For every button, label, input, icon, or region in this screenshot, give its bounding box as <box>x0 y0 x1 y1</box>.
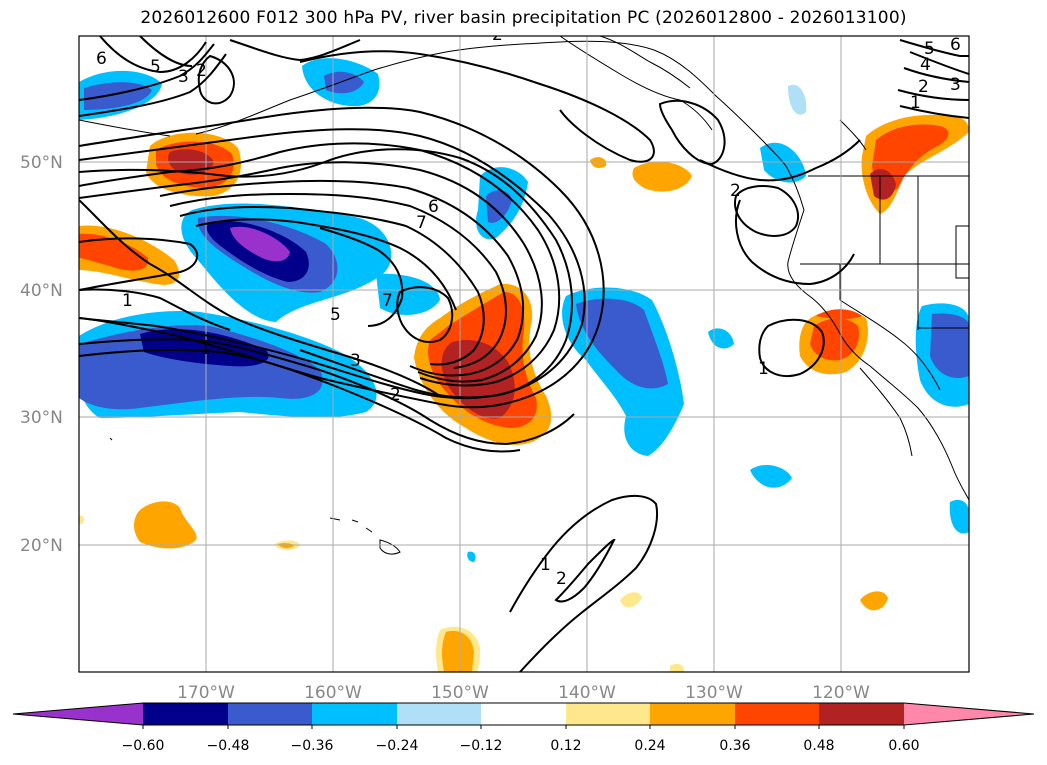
colorbar-tick-label: 0.36 <box>719 738 750 754</box>
contour-label: 3 <box>950 75 961 95</box>
colorbar-segment <box>650 703 735 725</box>
map-area: 6 5 3 2 2 5 6 4 3 2 1 6 7 1 1 7 5 3 2 2 … <box>79 25 969 672</box>
contour-label: 1 <box>758 359 769 379</box>
contour-label: 2 <box>918 77 929 97</box>
contour-label: 1 <box>540 555 551 575</box>
map-title: 2026012600 F012 300 hPa PV, river basin … <box>140 8 907 28</box>
colorbar-extend-min <box>13 703 143 725</box>
contour-labels: 6 5 3 2 2 5 6 4 3 2 1 6 7 1 1 7 5 3 2 2 … <box>96 25 961 589</box>
lon-label: 170°W <box>177 683 235 703</box>
colorbar-tick-label: −0.60 <box>122 738 165 754</box>
contour-label: 1 <box>122 291 133 311</box>
contour-label: 5 <box>330 305 341 325</box>
contour-label: 2 <box>730 181 741 201</box>
longitude-labels: 170°W 160°W 150°W 140°W 130°W 120°W <box>177 683 870 703</box>
lon-label: 150°W <box>431 683 489 703</box>
pv-contours <box>79 36 969 672</box>
contour-label: 6 <box>96 49 107 69</box>
colorbar-segment <box>819 703 904 725</box>
contour-label: 3 <box>350 351 361 371</box>
contour-label: 1 <box>910 93 921 113</box>
grid-lines <box>79 36 969 672</box>
colorbar-tick-label: −0.12 <box>460 738 503 754</box>
contour-label: 1 <box>200 339 211 359</box>
colorbar-segment <box>312 703 397 725</box>
lon-label: 140°W <box>558 683 616 703</box>
colorbar-segment <box>735 703 819 725</box>
lat-label: 50°N <box>20 153 63 173</box>
contour-label: 2 <box>492 25 503 45</box>
colorbar-tick-label: 0.60 <box>888 738 919 754</box>
colorbar-segment <box>481 703 566 725</box>
colorbar-tick-labels: −0.60 −0.48 −0.36 −0.24 −0.12 0.12 0.24 … <box>122 738 920 754</box>
colorbar-segment <box>566 703 650 725</box>
lon-label: 160°W <box>304 683 362 703</box>
contour-label: 3 <box>178 67 189 87</box>
colorbar-tick-label: −0.36 <box>291 738 334 754</box>
latitude-labels: 50°N 40°N 30°N 20°N <box>20 153 63 556</box>
lat-label: 40°N <box>20 281 63 301</box>
colorbar-tick-label: −0.24 <box>376 738 419 754</box>
contour-label: 2 <box>390 385 401 405</box>
coastlines <box>79 36 969 555</box>
map-frame <box>78 35 970 673</box>
colorbar-extend-max <box>904 703 1034 725</box>
colorbar-segment <box>397 703 481 725</box>
contour-label: 2 <box>556 569 567 589</box>
colorbar-segment <box>143 703 228 725</box>
contour-label: 6 <box>428 197 439 217</box>
contour-label: 7 <box>416 213 427 233</box>
lat-label: 30°N <box>20 408 63 428</box>
contour-label: 4 <box>920 55 931 75</box>
colorbar-segment <box>228 703 312 725</box>
lon-label: 120°W <box>812 683 870 703</box>
contour-label: 2 <box>196 61 207 81</box>
contour-label: 7 <box>382 291 393 311</box>
contour-label: 5 <box>924 39 935 59</box>
colorbar-tick-label: −0.48 <box>207 738 250 754</box>
colorbar-tick-label: 0.12 <box>550 738 581 754</box>
colorbar-tick-label: 0.48 <box>803 738 834 754</box>
lat-label: 20°N <box>20 536 63 556</box>
colorbar: −0.60 −0.48 −0.36 −0.24 −0.12 0.12 0.24 … <box>12 702 1035 754</box>
contour-label: 6 <box>950 35 961 55</box>
contour-label: 5 <box>150 57 161 77</box>
lon-label: 130°W <box>685 683 743 703</box>
colorbar-tick-label: 0.24 <box>634 738 665 754</box>
colorbar-ticks <box>142 725 905 729</box>
